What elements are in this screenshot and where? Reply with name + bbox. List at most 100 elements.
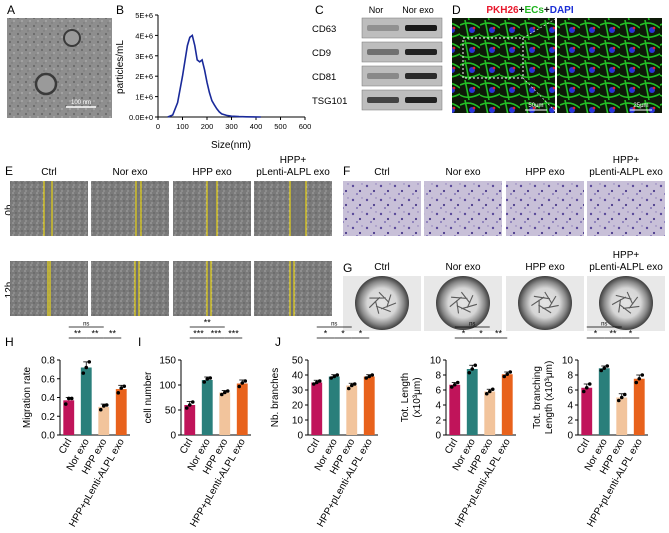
- y-tick-label: 40: [292, 371, 304, 382]
- blot-strip: [361, 41, 443, 63]
- scale-bar-label: 50μm: [528, 103, 543, 109]
- y-axis-label: particles/mL: [115, 40, 126, 94]
- panel-letter-a: A: [7, 3, 15, 17]
- blot-strip: [361, 17, 443, 39]
- data-point: [484, 391, 489, 396]
- column-header-nor: Nor: [369, 5, 384, 15]
- data-point: [243, 379, 248, 383]
- y-tick-label: 0.8: [41, 356, 55, 367]
- x-tick-label: 300: [225, 122, 238, 131]
- data-point: [352, 382, 357, 386]
- data-point: [634, 380, 639, 385]
- panel-letter-e: E: [5, 164, 13, 178]
- exosome-vesicle: [34, 72, 58, 96]
- data-point: [602, 366, 607, 371]
- bar: [201, 380, 213, 435]
- y-tick-label: 4: [435, 401, 441, 412]
- significance-label: **: [74, 329, 82, 339]
- significance-label: *: [479, 329, 483, 339]
- bar: [80, 367, 92, 435]
- panel-c-western-blot: Nor Nor exo CD63 CD9 CD81 TSG101: [312, 5, 443, 111]
- data-point: [187, 403, 192, 407]
- data-point: [332, 374, 337, 379]
- tube-network: [531, 291, 559, 314]
- y-tick-label: 2: [567, 416, 573, 427]
- y-axis-label: Length (x10³μm): [544, 361, 555, 435]
- data-point: [335, 373, 340, 377]
- y-tick-label: 20: [292, 401, 304, 412]
- data-point: [208, 376, 213, 380]
- data-point: [619, 395, 624, 400]
- data-point: [584, 385, 589, 390]
- y-axis-label: Nb. branches: [270, 368, 281, 427]
- bar: [236, 383, 248, 435]
- data-point: [473, 363, 478, 368]
- significance-label: *: [324, 329, 328, 339]
- blot-band: [367, 25, 399, 31]
- bar-chart-4: 0 2 4 6 8 10 Tot. branching Length (x10³μm) Ctrl…: [532, 322, 648, 529]
- data-point: [104, 403, 109, 407]
- data-point: [190, 400, 195, 404]
- panel-letter-c: C: [315, 3, 324, 17]
- data-point: [599, 368, 604, 373]
- y-tick-label: 0.6: [41, 374, 55, 385]
- panel-b-size-distribution: 0.0E+0 1E+6 2E+6 3E+6 4E+6 5E+6 0 100 200 300 400 5…: [115, 11, 311, 151]
- significance-label: **: [91, 329, 99, 339]
- zoom-region: [462, 37, 524, 79]
- y-tick-label: 10: [430, 356, 442, 367]
- tube-network: [449, 291, 478, 314]
- significance-label: **: [495, 329, 503, 339]
- stain-legend-part: PKH26: [486, 5, 519, 16]
- blot-strip: [361, 89, 443, 111]
- data-point: [587, 382, 592, 386]
- panel-letter-f: F: [343, 164, 350, 178]
- significance-label: *: [594, 329, 598, 339]
- group-header: HPP+: [280, 155, 307, 166]
- panel-letter-i: I: [138, 335, 141, 349]
- time-label-12h: 12h: [4, 282, 15, 299]
- y-tick-label: 1E+6: [135, 93, 153, 102]
- significance-label: ***: [193, 329, 204, 339]
- y-tick-label: 0: [435, 431, 441, 442]
- y-tick-label: 2E+6: [135, 72, 153, 81]
- data-point: [219, 392, 224, 397]
- bar: [63, 400, 75, 435]
- y-tick-label: 3E+6: [135, 52, 153, 61]
- data-point: [616, 398, 621, 403]
- bar: [184, 405, 196, 435]
- data-point: [87, 360, 92, 364]
- significance-label: *: [462, 329, 466, 339]
- data-point: [81, 371, 86, 375]
- group-header: HPP exo: [525, 262, 565, 273]
- bar: [616, 397, 628, 435]
- x-tick-label: 200: [201, 122, 214, 131]
- y-axis-label: Tot. Length: [400, 373, 411, 422]
- scale-bar-label: 100 nm: [71, 100, 91, 106]
- blot-band: [405, 49, 437, 55]
- data-point: [455, 380, 460, 385]
- protein-label: TSG101: [312, 96, 347, 107]
- panel-e-scratch-assay: 0h 12h Ctrl Nor exo HPP exo HPP+pLenti-ALPL…: [4, 155, 332, 316]
- group-header: HPP exo: [525, 167, 565, 178]
- transwell-image: [343, 181, 421, 236]
- blot-band: [367, 73, 399, 79]
- data-point: [508, 370, 513, 374]
- bar: [311, 382, 323, 435]
- y-tick-label: 6: [567, 386, 573, 397]
- y-axis-label: Migration rate: [22, 366, 33, 428]
- significance-label: ns: [601, 322, 607, 328]
- bar: [449, 384, 461, 435]
- data-point: [237, 384, 242, 389]
- data-point: [505, 372, 510, 377]
- blot-band: [405, 73, 437, 79]
- bar: [363, 376, 375, 435]
- blot-band: [405, 25, 437, 31]
- scratch-image: [91, 181, 169, 236]
- group-header: Nor exo: [445, 262, 480, 273]
- x-tick-label: 100: [176, 122, 189, 131]
- category-label: Ctrl: [305, 437, 322, 456]
- group-header: pLenti-ALPL exo: [589, 262, 663, 273]
- significance-label: **: [609, 329, 617, 339]
- data-point: [222, 390, 227, 395]
